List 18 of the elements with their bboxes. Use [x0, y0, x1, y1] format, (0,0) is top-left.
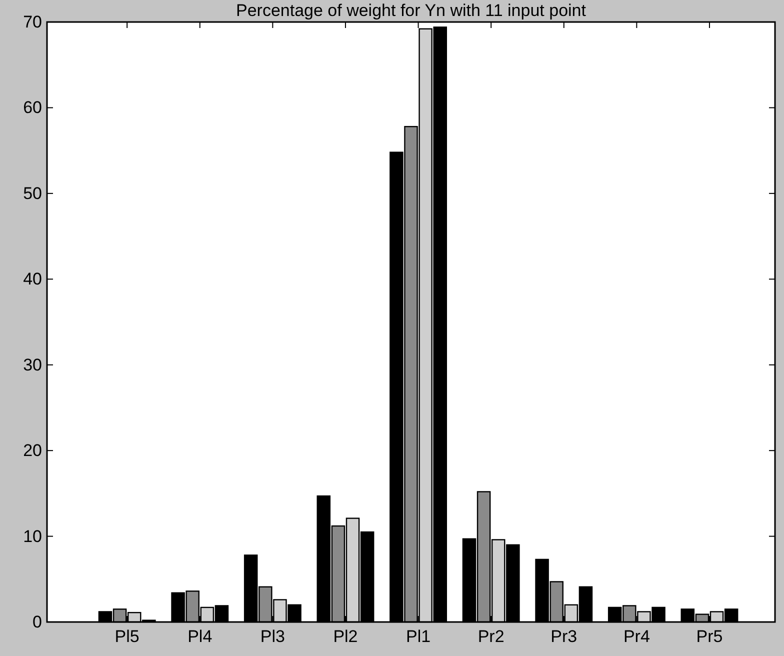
- y-tick-label: 70: [23, 12, 42, 32]
- x-tick-label: Pr2: [478, 627, 504, 646]
- x-tick-label: Pr4: [623, 627, 650, 646]
- x-tick-label: Pr5: [696, 627, 723, 646]
- x-tick-label: Pl1: [406, 627, 431, 646]
- x-tick-label: Pl5: [114, 627, 140, 646]
- x-tick-label: Pl3: [260, 627, 285, 646]
- x-tick-label: Pr3: [550, 627, 578, 646]
- y-tick-label: 40: [23, 270, 42, 289]
- x-tick-label: Pl4: [188, 627, 212, 646]
- y-tick-label: 50: [23, 184, 42, 203]
- y-tick-label: 10: [23, 526, 42, 546]
- y-tick-label: 20: [23, 441, 42, 460]
- y-tick-label: 30: [23, 355, 42, 374]
- y-tick-label: 60: [23, 98, 42, 118]
- x-tick-label: Pl2: [333, 627, 358, 646]
- chart-title: Percentage of weight for Yn with 11 input point: [236, 1, 586, 20]
- y-tick-label: 0: [32, 612, 42, 632]
